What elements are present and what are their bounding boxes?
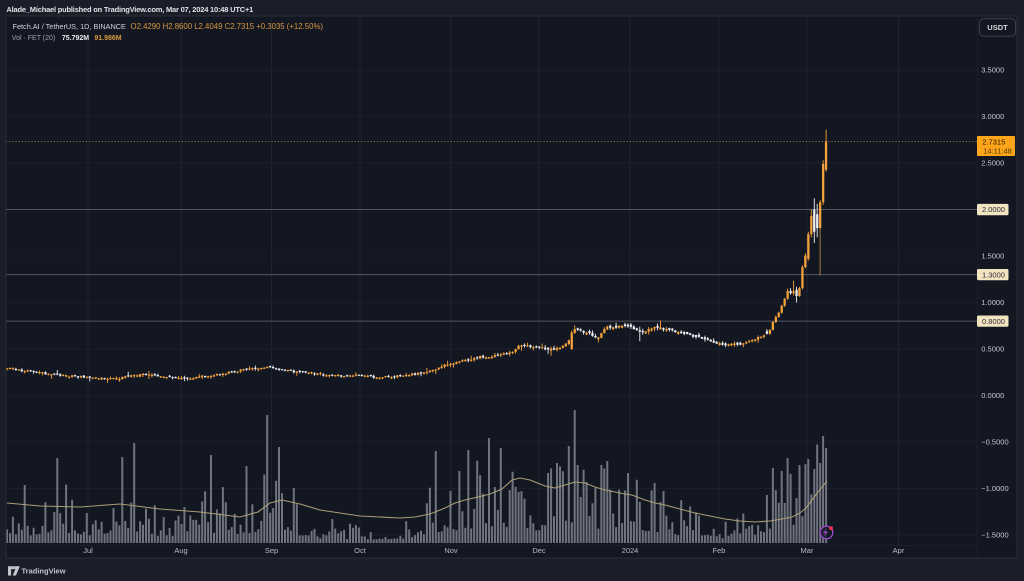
svg-text:−1.5000: −1.5000	[981, 531, 1008, 540]
svg-text:Sep: Sep	[265, 546, 278, 555]
svg-text:3.5000: 3.5000	[981, 66, 1004, 75]
svg-text:Nov: Nov	[444, 546, 458, 555]
svg-text:0.8000: 0.8000	[982, 317, 1005, 326]
svg-text:0.0000: 0.0000	[981, 391, 1004, 400]
svg-text:Oct: Oct	[354, 546, 367, 555]
svg-text:2.7315: 2.7315	[982, 137, 1005, 146]
svg-text:−0.5000: −0.5000	[981, 438, 1008, 447]
svg-text:Vol · FET (20): Vol · FET (20)	[12, 35, 55, 42]
svg-text:1.5000: 1.5000	[981, 252, 1004, 261]
svg-text:−1.0000: −1.0000	[981, 484, 1008, 493]
svg-text:Jul: Jul	[83, 546, 93, 555]
svg-text:75.792M: 75.792M	[62, 35, 89, 42]
svg-text:Feb: Feb	[713, 546, 726, 555]
svg-text:2024: 2024	[622, 546, 639, 555]
svg-text:1.0000: 1.0000	[981, 298, 1004, 307]
svg-text:14:11:48: 14:11:48	[983, 147, 1012, 156]
svg-text:TradingView: TradingView	[22, 566, 66, 575]
svg-text:2.5000: 2.5000	[981, 159, 1004, 168]
svg-text:USDT: USDT	[987, 23, 1008, 32]
svg-text:Apr: Apr	[893, 546, 905, 555]
svg-text:1.3000: 1.3000	[982, 270, 1005, 279]
svg-text:91.986M: 91.986M	[94, 35, 121, 42]
svg-text:O2.4290 H2.8600 L2.4049 C2.731: O2.4290 H2.8600 L2.4049 C2.7315 +0.3035 …	[131, 22, 324, 31]
svg-text:Alade_Michael published on Tra: Alade_Michael published on TradingView.c…	[6, 5, 253, 14]
svg-text:2.0000: 2.0000	[982, 205, 1005, 214]
svg-text:Dec: Dec	[532, 546, 546, 555]
svg-text:Aug: Aug	[174, 546, 187, 555]
svg-text:Fetch.AI / TetherUS, 1D, BINAN: Fetch.AI / TetherUS, 1D, BINANCE	[13, 22, 127, 31]
svg-text:0.5000: 0.5000	[981, 345, 1004, 354]
svg-text:Mar: Mar	[801, 546, 814, 555]
svg-text:3.0000: 3.0000	[981, 112, 1004, 121]
